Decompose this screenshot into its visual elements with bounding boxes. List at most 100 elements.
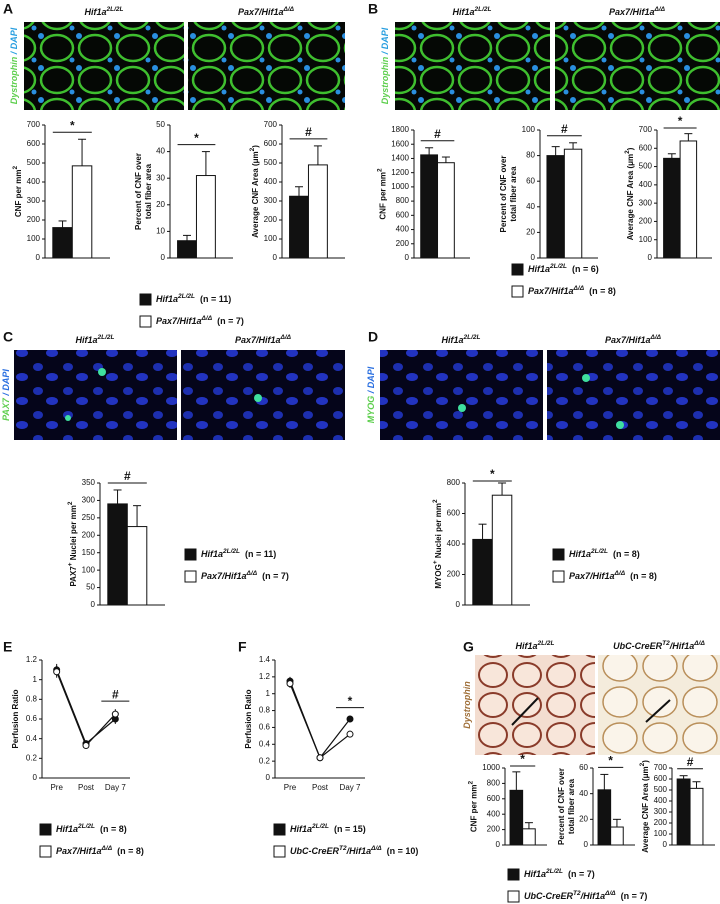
x-tick-label: Post <box>78 783 95 792</box>
y-axis-label: Perfusion Ratio <box>11 689 20 748</box>
y-tick-label: 20 <box>526 228 535 237</box>
stain-part: Dystrophin <box>462 681 472 729</box>
legend-note: (n = 7) <box>262 571 289 581</box>
y-axis-label: Perfusion Ratio <box>244 689 253 748</box>
y-tick-label: 0.6 <box>259 723 271 732</box>
significance-mark: * <box>520 752 525 766</box>
y-tick-label: 1000 <box>482 763 500 772</box>
legend-swatch <box>511 263 524 276</box>
y-tick-label: 400 <box>447 539 461 548</box>
legend-label-part: UbC-CreER <box>290 846 340 856</box>
y-tick-label: 0 <box>456 600 461 609</box>
legend-label-part: Pax7/Hif1a <box>156 316 202 326</box>
y-tick-label: 400 <box>654 796 668 805</box>
bar <box>52 227 73 259</box>
y-axis-label-part: Nuclei per mm <box>434 503 443 560</box>
y-axis-label: total fiber area <box>144 163 153 219</box>
panel-letter: G <box>463 639 474 655</box>
legend-label-part: 2L/2L <box>549 263 567 270</box>
stain-part: / DAPI <box>380 27 390 57</box>
y-tick-label: 350 <box>82 478 96 487</box>
y-tick-label: 0 <box>663 840 668 849</box>
y-axis-label: Average CNF Area (μm2) <box>624 147 635 240</box>
y-axis-label-part: total fiber area <box>144 163 153 219</box>
legend-label: Pax7/Hif1aΔ/Δ (n = 7) <box>201 570 289 581</box>
y-tick-label: 600 <box>654 774 668 783</box>
legend-label-part: /Hif1a <box>580 891 606 901</box>
image-title-part: Pax7/Hif1a <box>235 335 281 345</box>
y-tick-label: 0.8 <box>259 706 271 715</box>
image-title-part: Pax7/Hif1a <box>605 335 651 345</box>
legend-label: Pax7/Hif1aΔ/Δ (n = 7) <box>156 315 244 326</box>
legend-swatch <box>273 845 286 858</box>
y-axis-label-part: 2 <box>67 501 74 505</box>
y-axis-label-part: 2 <box>249 147 256 151</box>
image-title-part: Pax7/Hif1a <box>238 7 284 17</box>
legend-label-part: Δ/Δ <box>246 570 258 577</box>
legend-label-part: 2L/2L <box>177 293 195 300</box>
y-tick-label: 0.6 <box>26 714 38 723</box>
y-axis-label-part: Percent of CNF over <box>557 768 566 845</box>
y-axis-label-part: Perfusion Ratio <box>11 689 20 748</box>
legend-label-part: Hif1a <box>524 869 546 879</box>
y-axis-label-part: 2 <box>639 762 646 766</box>
marker <box>346 715 354 723</box>
y-axis-label-part: 2 <box>432 499 439 503</box>
legend-swatch <box>511 285 524 298</box>
micrograph <box>14 350 177 440</box>
y-tick-label: 40 <box>579 789 588 798</box>
y-tick-label: 800 <box>396 196 410 205</box>
y-tick-label: 0 <box>531 253 536 262</box>
marker <box>286 680 294 688</box>
y-tick-label: 50 <box>156 120 165 129</box>
y-tick-label: 400 <box>27 177 41 186</box>
y-tick-label: 200 <box>654 818 668 827</box>
significance-mark: * <box>348 694 353 708</box>
y-tick-label: 200 <box>447 570 461 579</box>
y-tick-label: 20 <box>156 200 165 209</box>
y-axis-label: CNF per mm2 <box>377 168 388 220</box>
y-axis-label-part: 2 <box>624 150 631 154</box>
y-tick-label: 0 <box>584 840 589 849</box>
image-title-part: Hif1a <box>76 335 98 345</box>
image-title-part: Hif1a <box>442 335 464 345</box>
marker <box>53 668 61 676</box>
y-tick-label: 700 <box>27 120 41 129</box>
y-tick-label: 40 <box>526 202 535 211</box>
y-tick-label: 100 <box>522 125 536 134</box>
image-title-part: Δ/Δ <box>693 640 705 647</box>
y-axis-label-part: 2 <box>377 168 384 172</box>
legend-label-part: /Hif1a <box>346 846 372 856</box>
legend-label-part: Hif1a <box>569 549 591 559</box>
image-title: Hif1a2L/2L <box>85 6 124 17</box>
legend-note: (n = 7) <box>217 316 244 326</box>
legend-label-part: 2L/2L <box>590 548 608 555</box>
y-tick-label: 150 <box>82 548 96 557</box>
marker <box>111 710 119 718</box>
legend-label-part: T2 <box>573 890 581 897</box>
stain-part: / DAPI <box>9 27 19 57</box>
legend-note: (n = 8) <box>117 846 144 856</box>
image-title-part: 2L/2L <box>97 334 115 341</box>
stain-label: Dystrophin / DAPI <box>380 27 390 104</box>
y-axis-label: PAX7+ Nuclei per mm2 <box>67 501 78 586</box>
bar <box>472 538 493 606</box>
y-tick-label: 700 <box>654 763 668 772</box>
y-axis-label: Percent of CNF over <box>557 768 566 845</box>
y-axis-label-part: PAX7 <box>69 566 78 587</box>
legend-swatch <box>39 845 52 858</box>
bar <box>522 828 536 846</box>
y-tick-label: 0.4 <box>26 734 38 743</box>
y-tick-label: 1.4 <box>259 655 271 664</box>
significance-mark: * <box>678 114 683 128</box>
legend-swatch <box>507 868 520 881</box>
y-tick-label: 200 <box>396 239 410 248</box>
y-tick-label: 600 <box>447 509 461 518</box>
y-axis-label-part: + <box>67 562 74 566</box>
y-axis-label-part: CNF per mm <box>470 785 479 833</box>
y-tick-label: 100 <box>264 234 278 243</box>
y-axis-label-part: Nuclei per mm <box>69 505 78 562</box>
image-title: Pax7/Hif1aΔ/Δ <box>238 6 295 17</box>
micrograph <box>475 655 595 755</box>
